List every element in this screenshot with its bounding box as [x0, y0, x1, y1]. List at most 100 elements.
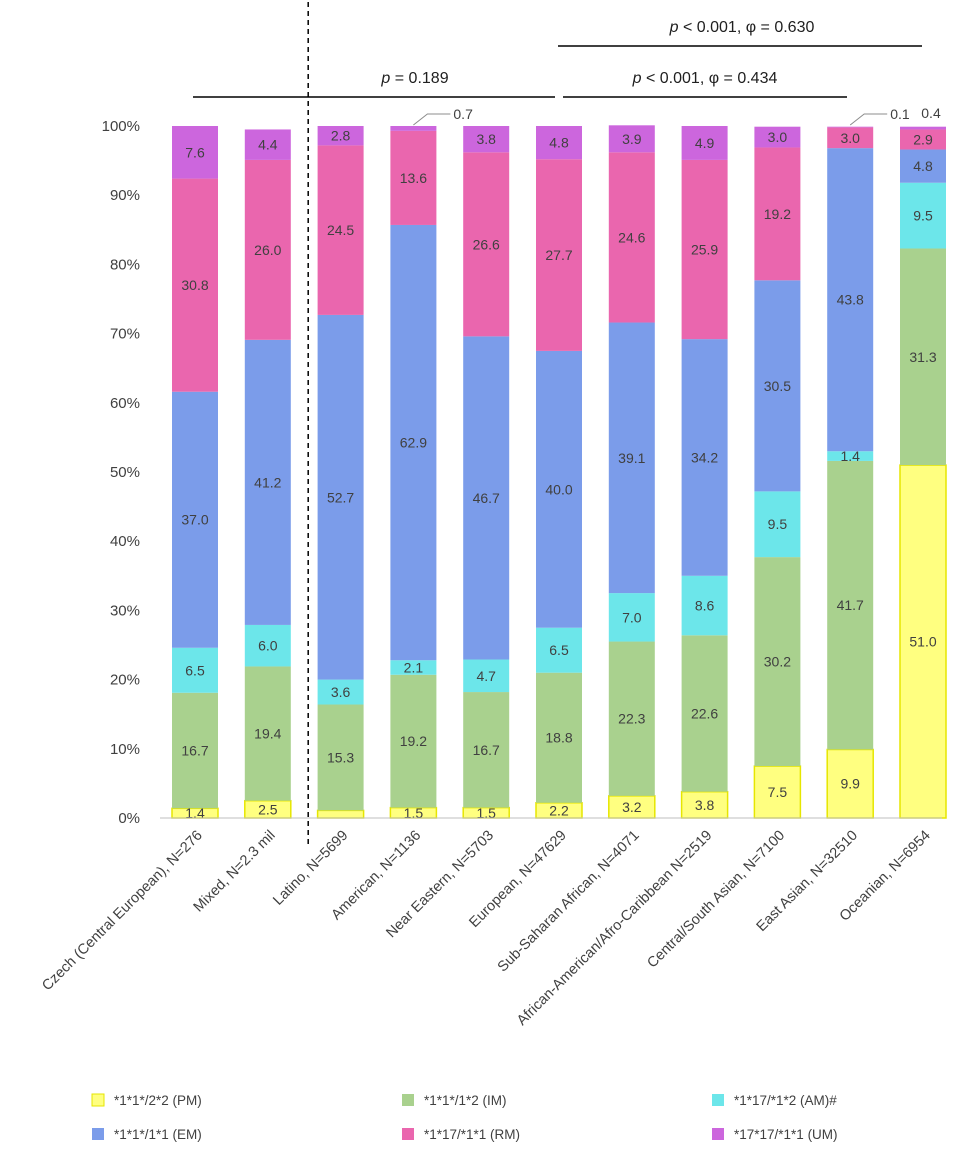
data-label: 62.9 — [400, 435, 427, 451]
data-label: 22.6 — [691, 706, 718, 722]
y-tick-label: 30% — [110, 602, 140, 619]
data-label: 6.5 — [549, 642, 569, 658]
bar-segment — [317, 704, 364, 811]
bar-segment — [536, 350, 582, 628]
data-label: 39.1 — [618, 450, 645, 466]
legend-swatch — [92, 1128, 104, 1140]
data-label: 9.9 — [840, 776, 860, 792]
bar-segment — [681, 126, 728, 160]
bar-segment — [827, 126, 874, 128]
bar-segment — [754, 147, 801, 281]
bar-segment — [900, 126, 946, 130]
legend-label: *17*17/*1*1 (UM) — [734, 1127, 838, 1142]
y-tick-label: 70% — [110, 326, 140, 343]
bar-segment — [390, 224, 437, 661]
x-tick-label: Latino, N=5699 — [270, 828, 351, 909]
bar-segment — [244, 159, 291, 340]
bar-segment — [463, 692, 510, 808]
bar-segment — [608, 593, 655, 642]
callout-line — [849, 113, 888, 126]
data-label: 16.7 — [181, 743, 208, 759]
bar-segment — [244, 624, 291, 667]
data-label: 30.8 — [181, 277, 208, 293]
data-label: 3.2 — [622, 799, 642, 815]
bar-segment — [390, 660, 437, 675]
bar-segment — [608, 125, 655, 153]
data-label: 27.7 — [545, 247, 572, 263]
legend-label: *1*17/*1*1 (RM) — [424, 1127, 520, 1142]
bar-segment — [900, 149, 946, 183]
data-label: 2.1 — [404, 659, 424, 675]
legend-label: *1*17/*1*2 (AM)# — [734, 1093, 837, 1108]
bar-segment — [390, 126, 437, 131]
data-label: 8.6 — [695, 598, 715, 614]
y-tick-label: 50% — [110, 464, 140, 481]
data-label: 31.3 — [909, 349, 936, 365]
data-label: 4.8 — [913, 158, 933, 174]
bar-segment — [390, 674, 437, 808]
data-label: 4.7 — [476, 668, 496, 684]
data-label: 2.2 — [549, 802, 569, 818]
bar-segment — [754, 280, 801, 492]
y-tick-label: 60% — [110, 395, 140, 412]
bar-segment — [681, 339, 728, 576]
data-label: 40.0 — [545, 481, 572, 497]
data-label: 13.6 — [400, 170, 427, 186]
bar-segment — [390, 130, 437, 225]
bar-segment — [827, 451, 874, 461]
bar-segment — [536, 627, 582, 673]
data-label: 6.5 — [185, 662, 205, 678]
y-tick-label: 40% — [110, 533, 140, 550]
data-label: 19.2 — [764, 206, 791, 222]
bar-segment — [172, 647, 218, 693]
legend-swatch — [712, 1094, 724, 1106]
bar-segment — [900, 248, 946, 466]
data-label: 24.6 — [618, 229, 645, 245]
bar-segment — [536, 126, 582, 160]
bar-segment — [681, 635, 728, 792]
bar-segment — [681, 159, 728, 340]
data-label: 1.4 — [185, 805, 205, 821]
y-tick-label: 100% — [102, 118, 140, 135]
y-axis: 0% 10% 20% 30% 40% 50% 60% 70% 80% 90% 100% — [102, 118, 140, 827]
data-label: 2.5 — [258, 801, 278, 817]
bar-segment — [608, 152, 655, 323]
data-label: 2.9 — [913, 131, 933, 147]
data-label: 3.0 — [768, 129, 788, 145]
data-label: 24.5 — [327, 222, 354, 238]
x-tick-label: Central/South Asian, N=7100 — [644, 828, 788, 972]
data-label: 43.8 — [837, 292, 864, 308]
significance-annotations: p = 0.189 p < 0.001, φ = 0.434 p < 0.001, … — [193, 2, 922, 845]
bar-segment — [463, 126, 510, 153]
y-tick-label: 80% — [110, 256, 140, 273]
bar-segment — [827, 460, 874, 750]
data-labels: 1.4 16.7 6.5 37.0 30.8 7.6 2.5 19.4 6.0 41.2 26.0 4… — [181, 105, 941, 821]
bar-segment — [900, 182, 946, 249]
data-label: 3.9 — [622, 131, 642, 147]
data-label: 26.0 — [254, 242, 281, 258]
data-label: 0.7 — [453, 106, 473, 122]
bar-segment — [827, 148, 874, 452]
significance-label: p < 0.001, φ = 0.630 — [669, 19, 815, 36]
data-label: 1.5 — [404, 805, 424, 821]
bar-segment — [172, 391, 218, 648]
data-label: 22.3 — [618, 711, 645, 727]
bar-segment — [244, 129, 291, 160]
legend-label: *1*1*/1*1 (EM) — [114, 1127, 202, 1142]
legend-label: *1*1*/1*2 (IM) — [424, 1093, 507, 1108]
bar-segment — [753, 765, 802, 819]
data-label: 3.0 — [840, 130, 860, 146]
data-label: 19.4 — [254, 726, 281, 742]
legend-swatch — [402, 1094, 414, 1106]
legend: *1*1*/2*2 (PM) *1*1*/1*2 (IM) *1*17/*1*2 (… — [91, 1093, 838, 1142]
data-label: 4.9 — [695, 135, 715, 151]
y-tick-label: 20% — [110, 672, 140, 689]
significance-label: p = 0.189 — [380, 70, 448, 87]
data-label: 7.6 — [185, 144, 205, 160]
bar-segment — [608, 641, 655, 796]
data-label: 9.5 — [768, 516, 788, 532]
bar-segment — [827, 127, 874, 149]
data-label: 0.1 — [890, 106, 910, 122]
data-label: 30.2 — [764, 654, 791, 670]
